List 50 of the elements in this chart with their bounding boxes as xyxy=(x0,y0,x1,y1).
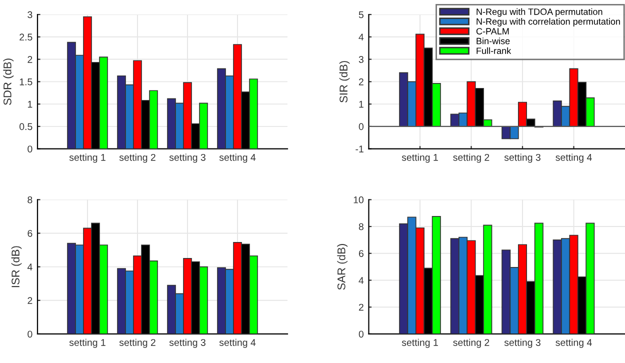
y-tick-label: 1 xyxy=(359,100,364,108)
x-tick-label: setting 3 xyxy=(169,154,206,163)
y-tick-label: 2 xyxy=(28,297,32,304)
x-tick-label: setting 1 xyxy=(402,154,438,163)
y-tick-label: -1 xyxy=(356,146,364,152)
x-tick-label: setting 2 xyxy=(453,154,490,163)
x-tick-label: setting 1 xyxy=(402,338,438,348)
y-tick-label: 2 xyxy=(358,78,364,86)
y-tick-label: 0 xyxy=(358,123,364,130)
y-tick-label: 6 xyxy=(28,230,32,237)
x-tick-label: setting 3 xyxy=(169,338,206,348)
y-axis-title: SIR (dB) xyxy=(339,61,350,102)
y-tick-label: 4 xyxy=(358,34,364,40)
y-tick-label: 0 xyxy=(358,330,364,338)
y-tick-label: 0.5 xyxy=(20,123,32,130)
x-tick-label: setting 4 xyxy=(219,338,256,348)
y-tick-label: 3 xyxy=(28,11,32,18)
legend-label: C-PALM xyxy=(476,28,509,34)
y-tick-label: 0 xyxy=(28,330,32,338)
legend-label: Bin-wise xyxy=(476,38,510,44)
x-tick-label: setting 1 xyxy=(69,154,106,163)
y-tick-label: 0 xyxy=(28,146,32,152)
x-tick-label: setting 1 xyxy=(69,338,106,348)
y-tick-label: 3 xyxy=(358,56,364,63)
legend-label: N-Regu with correlation permutation xyxy=(476,18,620,26)
y-tick-label: 4 xyxy=(358,277,364,284)
y-tick-label: 2 xyxy=(28,56,32,63)
y-axis-title: SDR (dB) xyxy=(3,58,14,105)
y-tick-label: 2 xyxy=(358,304,364,311)
y-tick-label: 2.5 xyxy=(20,34,32,41)
y-tick-label: 5 xyxy=(358,11,364,18)
y-tick-label: 6 xyxy=(358,250,364,257)
x-tick-label: setting 4 xyxy=(556,338,592,348)
y-tick-label: 8 xyxy=(358,223,364,230)
y-tick-label: 1.5 xyxy=(20,78,32,86)
x-tick-label: setting 2 xyxy=(119,338,156,348)
x-tick-label: setting 2 xyxy=(453,338,490,348)
x-tick-label: setting 4 xyxy=(556,154,592,163)
y-axis-title: ISR (dB) xyxy=(11,246,22,288)
y-tick-label: 8 xyxy=(28,196,32,204)
y-tick-label: 4 xyxy=(27,264,32,270)
y-tick-label: 10 xyxy=(354,196,364,204)
y-tick-label: 1 xyxy=(28,100,32,108)
x-tick-label: setting 2 xyxy=(119,154,156,163)
y-axis-title: SAR (dB) xyxy=(337,244,348,290)
x-tick-label: setting 3 xyxy=(504,338,540,348)
legend-label: Full-rank xyxy=(476,47,512,54)
legend-label: N-Regu with TDOA permutation xyxy=(476,8,602,17)
x-tick-label: setting 3 xyxy=(504,154,540,163)
x-tick-label: setting 4 xyxy=(219,154,256,163)
